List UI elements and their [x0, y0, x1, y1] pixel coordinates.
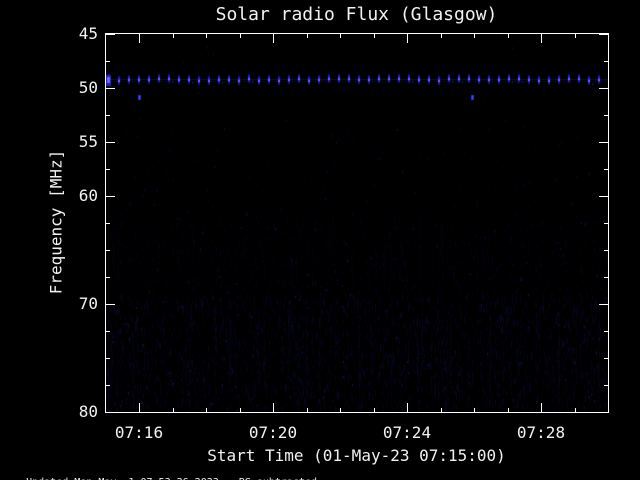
axis-tick	[273, 34, 274, 43]
axis-tick	[541, 403, 542, 412]
axis-tick	[106, 34, 115, 35]
axis-tick	[604, 61, 608, 62]
y-tick-label: 55	[78, 132, 98, 151]
bg-subtracted-note: BG subtracted	[239, 477, 317, 480]
spectrogram-canvas	[106, 34, 608, 412]
axis-tick	[508, 34, 509, 38]
axis-tick	[474, 34, 475, 38]
axis-tick	[340, 34, 341, 38]
y-tick-label: 45	[78, 24, 98, 43]
axis-tick	[599, 304, 608, 305]
axis-tick	[599, 34, 608, 35]
axis-tick	[106, 196, 115, 197]
axis-tick	[139, 403, 140, 412]
axis-tick	[604, 331, 608, 332]
axis-tick	[604, 223, 608, 224]
axis-tick	[240, 408, 241, 412]
y-tick-label: 70	[78, 294, 98, 313]
axis-tick	[106, 385, 110, 386]
axis-tick	[106, 61, 110, 62]
axis-tick	[173, 408, 174, 412]
axis-tick	[307, 408, 308, 412]
x-tick-label: 07:16	[114, 423, 164, 442]
axis-tick	[407, 34, 408, 43]
axis-tick	[407, 403, 408, 412]
status-bar: Updated Mon May 1 07:53:26 2023 BG subtra…	[2, 466, 317, 480]
axis-tick	[273, 403, 274, 412]
axis-tick	[206, 408, 207, 412]
axis-tick	[106, 277, 110, 278]
axis-tick	[139, 34, 140, 43]
axis-tick	[441, 34, 442, 38]
axis-tick	[307, 34, 308, 38]
axis-tick	[599, 412, 608, 413]
x-tick-label: 07:28	[516, 423, 566, 442]
axis-tick	[106, 331, 110, 332]
updated-timestamp: Updated Mon May 1 07:53:26 2023	[26, 477, 219, 480]
axis-tick	[604, 277, 608, 278]
axis-tick	[106, 304, 115, 305]
axis-tick	[604, 385, 608, 386]
y-tick-label: 80	[78, 402, 98, 421]
axis-tick	[604, 250, 608, 251]
axis-tick	[575, 408, 576, 412]
axis-tick	[106, 142, 115, 143]
axis-tick	[599, 142, 608, 143]
axis-tick	[599, 196, 608, 197]
axis-tick	[206, 34, 207, 38]
axis-tick	[604, 169, 608, 170]
axis-tick	[106, 412, 115, 413]
axis-tick	[541, 34, 542, 43]
axis-tick	[508, 408, 509, 412]
axis-tick	[604, 358, 608, 359]
axis-tick	[106, 358, 110, 359]
x-tick-label: 07:24	[382, 423, 432, 442]
axis-tick	[106, 88, 115, 89]
axis-tick	[106, 223, 110, 224]
axis-tick	[106, 115, 110, 116]
axis-tick	[474, 408, 475, 412]
axis-tick	[441, 408, 442, 412]
axis-tick	[374, 408, 375, 412]
axis-tick	[374, 34, 375, 38]
axis-tick	[575, 34, 576, 38]
chart-title: Solar radio Flux (Glasgow)	[215, 4, 498, 25]
x-tick-label: 07:20	[248, 423, 298, 442]
y-axis-title: Frequency [MHz]	[46, 149, 66, 295]
axis-tick	[240, 34, 241, 38]
y-tick-label: 50	[78, 78, 98, 97]
y-tick-label: 60	[78, 186, 98, 205]
x-axis-title: Start Time (01-May-23 07:15:00)	[207, 446, 506, 465]
axis-tick	[106, 250, 110, 251]
axis-tick	[106, 169, 110, 170]
axis-tick	[604, 115, 608, 116]
axis-tick	[173, 34, 174, 38]
axis-tick	[340, 408, 341, 412]
axis-tick	[599, 88, 608, 89]
